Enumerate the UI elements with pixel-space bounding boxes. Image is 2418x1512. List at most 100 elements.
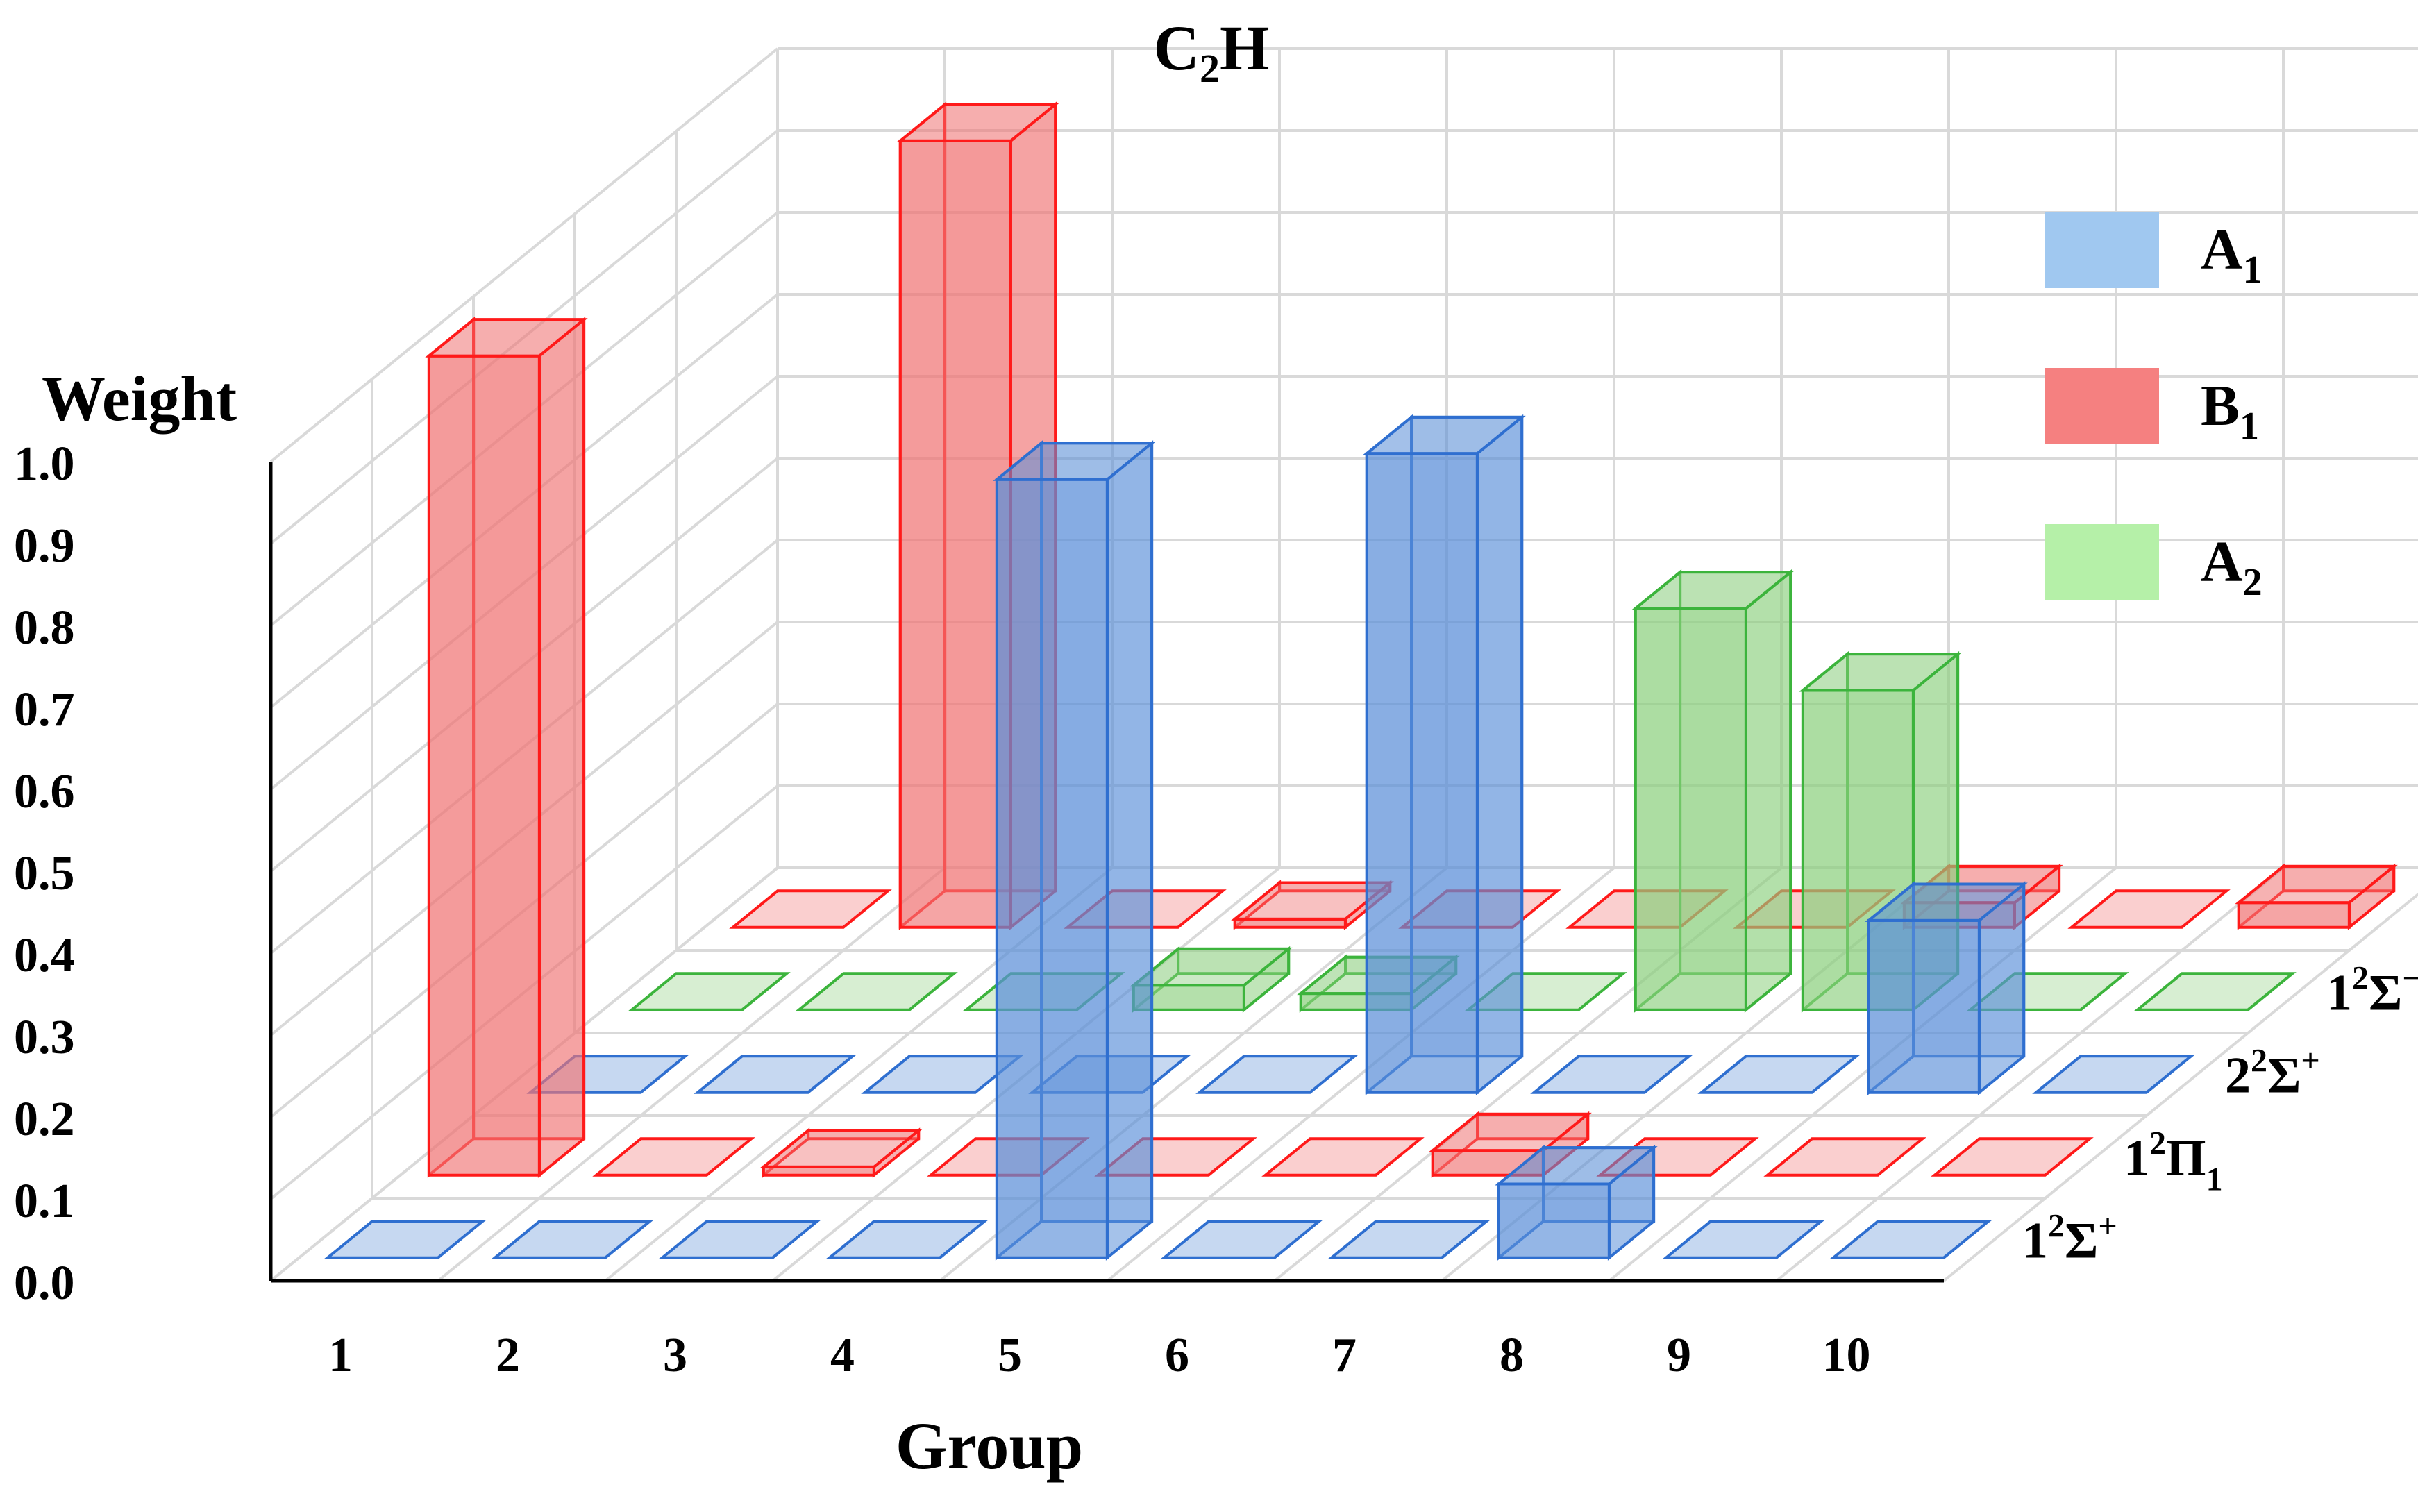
bar-front-face [1867, 918, 1981, 1094]
bar-s2-group-8 [1697, 1055, 1861, 1094]
side-wall-gridline [269, 129, 779, 545]
bar-top-face [1799, 653, 1962, 692]
bar-s4-group-10 [2235, 863, 2398, 930]
z-tick-label: 0.7 [14, 683, 75, 737]
bar-top-face [425, 318, 588, 358]
bar-side-face [1105, 440, 1154, 1261]
bar-s0-group-6 [1160, 1220, 1323, 1259]
bar-base-marker [2032, 1055, 2195, 1094]
bar-base-marker [1662, 1220, 1825, 1259]
z-axis-label: Weight [42, 363, 237, 434]
legend-swatch-A1 [2045, 212, 2159, 288]
bar-base-marker [1530, 1055, 1693, 1094]
legend-swatch-A2 [2045, 524, 2159, 600]
bar-base-marker [1261, 1137, 1425, 1177]
state-label-s0: 12Σ+ [2022, 1208, 2117, 1270]
bar-s4-group-9 [2067, 889, 2231, 929]
bar-s0-group-5 [993, 440, 1156, 1261]
bar-front-face [427, 354, 541, 1177]
bar-top-face [1130, 947, 1293, 987]
side-wall-gridline [269, 47, 779, 463]
legend-label-A1: A1 [2201, 217, 2262, 292]
bar-s0-group-4 [825, 1220, 989, 1259]
bar-s2-group-10 [2032, 1055, 2195, 1094]
bar-top-face [1631, 571, 1795, 610]
bar-s0-group-10 [1829, 1220, 1992, 1259]
bar-side-face [537, 317, 586, 1178]
bar-base-marker [491, 1220, 654, 1259]
floor-gridline [437, 866, 946, 1282]
bar-s2-group-5 [1195, 1055, 1359, 1094]
bar-s2-group-6 [1363, 414, 1526, 1095]
x-tick-label: 8 [1500, 1329, 1524, 1382]
z-tick-label: 0.9 [14, 519, 75, 573]
bar-front-face [1634, 607, 1747, 1011]
bar-side-face [1475, 414, 1524, 1095]
bar-top-face [1429, 1112, 1592, 1152]
bar-base-marker [1160, 1220, 1323, 1259]
bar-s0-group-3 [658, 1220, 821, 1259]
z-tick-label: 0.3 [14, 1011, 75, 1064]
bar-base-marker [1829, 1220, 1992, 1259]
bar-s3-group-1 [628, 972, 791, 1011]
bar-s3-group-10 [2133, 972, 2297, 1011]
bar-s1-group-2 [592, 1137, 755, 1177]
bar-s2-group-2 [694, 1055, 857, 1094]
z-tick-label: 0.2 [14, 1093, 75, 1146]
bar-s3-group-4 [1130, 946, 1293, 1013]
bar-base-marker [324, 1220, 487, 1259]
x-tick-label: 9 [1667, 1329, 1691, 1382]
floor-gridline [1942, 892, 2418, 1282]
bar-base-marker [1195, 1055, 1359, 1094]
bar-s2-group-7 [1530, 1055, 1693, 1094]
z-tick-label: 0.5 [14, 847, 75, 900]
axes [269, 462, 1944, 1283]
x-tick-label: 7 [1332, 1329, 1357, 1382]
bar-s0-group-1 [324, 1220, 487, 1259]
bar-s1-group-1 [425, 317, 588, 1178]
bar-s1-group-10 [1931, 1137, 2094, 1177]
bar-base-marker [1327, 1220, 1491, 1259]
bar-side-face [1744, 569, 1792, 1013]
bar-s0-group-7 [1327, 1220, 1491, 1259]
x-tick-label: 10 [1822, 1329, 1871, 1382]
bar-top-face [1495, 1146, 1658, 1186]
x-tick-label: 4 [830, 1329, 855, 1382]
state-label-s2: 22Σ+ [2225, 1043, 2320, 1104]
bar-top-face [759, 1129, 923, 1168]
bar-top-face [993, 442, 1156, 481]
bar-base-marker [795, 972, 958, 1011]
bar-base-marker [825, 1220, 989, 1259]
bar-base-marker [1931, 1137, 2094, 1177]
bar-s0-group-8 [1495, 1144, 1658, 1261]
bar-top-face [1363, 415, 1526, 455]
bars [324, 101, 2398, 1261]
bar-s1-group-6 [1261, 1137, 1425, 1177]
z-tick-label: 0.1 [14, 1175, 75, 1228]
bar-front-face [2237, 901, 2351, 929]
z-tick-label: 0.6 [14, 765, 75, 818]
bar-base-marker [592, 1137, 755, 1177]
bar-base-marker [694, 1055, 857, 1094]
legend-label-B1: B1 [2201, 373, 2259, 448]
z-tick-label: 0.0 [14, 1257, 75, 1310]
x-axis-label: Group [896, 1409, 1083, 1483]
legend-label-A2: A2 [2201, 530, 2262, 604]
bar-front-face [1497, 1182, 1611, 1259]
bar-top-face [896, 103, 1059, 142]
bar-base-marker [1697, 1055, 1861, 1094]
floor-gridline [1106, 866, 1615, 1282]
bar-s4-group-1 [729, 889, 892, 929]
bar-s0-group-2 [491, 1220, 654, 1259]
floor-gridline [1775, 866, 2285, 1282]
z-tick-label: 0.8 [14, 601, 75, 655]
bar-s0-group-9 [1662, 1220, 1825, 1259]
x-tick-label: 2 [496, 1329, 520, 1382]
x-tick-label: 3 [663, 1329, 687, 1382]
bar-top-face [2235, 864, 2398, 905]
legend-swatch-B1 [2045, 368, 2159, 444]
bar-front-face [995, 478, 1109, 1259]
bar-base-marker [2067, 889, 2231, 929]
state-label-s3: 12Σ− [2326, 960, 2418, 1022]
